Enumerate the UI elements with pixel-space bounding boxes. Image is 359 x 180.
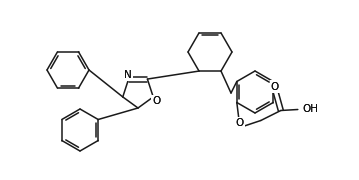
Text: N: N xyxy=(124,70,131,80)
Text: OH: OH xyxy=(303,103,319,114)
Text: O: O xyxy=(236,118,244,129)
Text: OH: OH xyxy=(303,103,319,114)
Text: N: N xyxy=(124,70,131,80)
Text: O: O xyxy=(271,82,279,91)
Text: O: O xyxy=(271,82,279,91)
Text: O: O xyxy=(152,96,160,106)
Text: O: O xyxy=(236,118,244,129)
Text: O: O xyxy=(152,96,160,106)
